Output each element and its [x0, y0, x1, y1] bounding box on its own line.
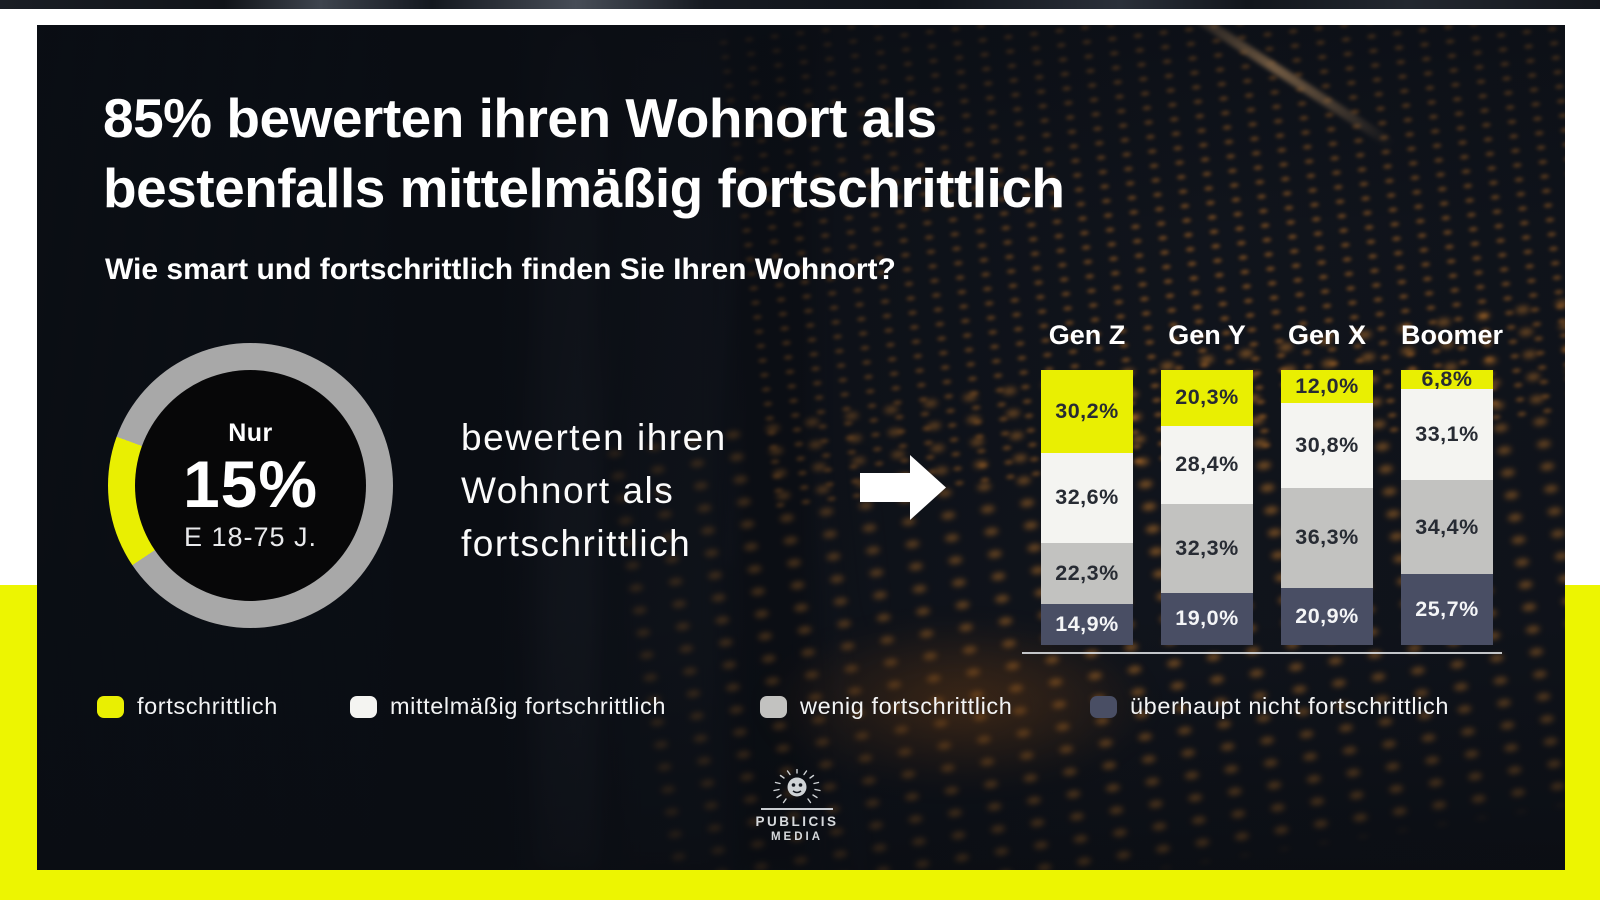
- legend-swatch-mittelmaessig: [350, 695, 377, 718]
- bar-value-label: 19,0%: [1175, 606, 1239, 631]
- bar-value-label: 30,8%: [1295, 432, 1359, 457]
- stacked-bar-gen-x: 12,0% 30,8% 36,3% 20,9%: [1281, 370, 1373, 645]
- logo-sub: MEDIA: [770, 831, 824, 843]
- bar-value-label: 32,6%: [1055, 485, 1119, 510]
- chart-legend: fortschrittlich mittelmäßig fortschrittl…: [37, 693, 1565, 733]
- legend-label: wenig fortschrittlich: [800, 693, 1013, 719]
- bar-segment-mittelmaessig-fortschrittlich: 28,4%: [1161, 425, 1253, 504]
- stacked-bar-boomer: 6,8% 33,1% 34,4% 25,7%: [1401, 367, 1493, 645]
- bar-value-label: 30,2%: [1055, 399, 1119, 424]
- callout-line-3: fortschrittlich: [461, 523, 692, 564]
- category-label: Gen Z: [1048, 320, 1126, 350]
- bar-value-label: 33,1%: [1415, 421, 1479, 446]
- donut-prefix-label: Nur: [228, 418, 273, 447]
- callout-text: bewerten ihren Wohnort als fortschrittli…: [461, 411, 727, 570]
- legend-swatch-ueberhaupt-nicht: [1090, 695, 1117, 718]
- publicis-lion-icon: [773, 769, 821, 804]
- donut-chart: Nur 15% E 18-75 J.: [108, 343, 393, 628]
- bar-value-label: 22,3%: [1055, 560, 1119, 585]
- survey-question: Wie smart und fortschrittlich finden Sie…: [105, 253, 896, 286]
- background-photo: 85% bewerten ihren Wohnort als bestenfal…: [37, 25, 1565, 870]
- callout-line-2: Wohnort als: [461, 470, 675, 511]
- logo-divider: [761, 808, 833, 810]
- bar-segment-mittelmaessig-fortschrittlich: 33,1%: [1401, 388, 1493, 480]
- bar-segment-mittelmaessig-fortschrittlich: 32,6%: [1041, 453, 1133, 543]
- stacked-bar-gen-z: 30,2% 32,6% 22,3% 14,9%: [1041, 370, 1133, 645]
- stacked-bar-gen-y: 20,3% 28,4% 32,3% 19,0%: [1161, 370, 1253, 645]
- bar-value-label: 14,9%: [1055, 611, 1119, 636]
- title-line-2: bestenfalls mittelmäßig fortschrittlich: [103, 157, 1065, 219]
- bar-value-label: 20,3%: [1175, 385, 1239, 410]
- legend-item-wenig: wenig fortschrittlich: [760, 693, 1012, 720]
- legend-swatch-fortschrittlich: [97, 695, 124, 718]
- bar-value-label: 25,7%: [1415, 597, 1479, 622]
- bar-segment-wenig-fortschrittlich: 36,3%: [1281, 487, 1373, 588]
- donut-center: Nur 15% E 18-75 J.: [135, 370, 366, 601]
- bar-value-label: 28,4%: [1175, 452, 1239, 477]
- bar-segment-ueberhaupt-nicht-fortschrittlich: 19,0%: [1161, 592, 1253, 645]
- bar-segment-fortschrittlich: 12,0%: [1281, 370, 1373, 403]
- bar-segment-wenig-fortschrittlich: 32,3%: [1161, 503, 1253, 593]
- chart-baseline: [1022, 652, 1502, 654]
- category-label: Gen X: [1287, 320, 1367, 350]
- bar-segment-fortschrittlich: 30,2%: [1041, 370, 1133, 454]
- legend-item-mittelmaessig: mittelmäßig fortschrittlich: [350, 693, 666, 720]
- bar-segment-ueberhaupt-nicht-fortschrittlich: 20,9%: [1281, 587, 1373, 645]
- right-arrow-icon: [860, 455, 946, 520]
- legend-item-ueberhaupt-nicht: überhaupt nicht fortschrittlich: [1090, 693, 1449, 720]
- page-title: 85% bewerten ihren Wohnort als bestenfal…: [103, 83, 1065, 223]
- legend-label: mittelmäßig fortschrittlich: [390, 693, 667, 719]
- category-label: Boomer: [1401, 320, 1504, 350]
- bar-segment-fortschrittlich: 20,3%: [1161, 370, 1253, 426]
- legend-label: überhaupt nicht fortschrittlich: [1130, 693, 1450, 719]
- donut-age-range: E 18-75 J.: [183, 521, 318, 552]
- category-label: Gen Y: [1168, 320, 1246, 350]
- bar-segment-ueberhaupt-nicht-fortschrittlich: 14,9%: [1041, 604, 1133, 645]
- bar-value-label: 20,9%: [1295, 603, 1359, 628]
- logo-name: PUBLICIS: [755, 814, 839, 829]
- legend-swatch-wenig: [760, 695, 787, 718]
- chart-bars: 30,2% 32,6% 22,3% 14,9% 20,3% 28,4% 32,3% 19,0%…: [1041, 367, 1493, 645]
- publicis-media-logo: PUBLICIS MEDIA: [722, 769, 872, 843]
- bar-value-label: 32,3%: [1175, 535, 1239, 560]
- title-line-1: 85% bewerten ihren Wohnort als: [103, 87, 937, 149]
- bar-segment-wenig-fortschrittlich: 22,3%: [1041, 542, 1133, 604]
- bar-segment-ueberhaupt-nicht-fortschrittlich: 25,7%: [1401, 574, 1493, 645]
- bar-value-label: 36,3%: [1295, 525, 1359, 550]
- bar-value-label: 34,4%: [1415, 514, 1479, 539]
- bar-segment-wenig-fortschrittlich: 34,4%: [1401, 479, 1493, 575]
- photo-top-edge-strip: [0, 0, 1600, 9]
- bar-value-label: 12,0%: [1295, 374, 1359, 398]
- bar-segment-mittelmaessig-fortschrittlich: 30,8%: [1281, 403, 1373, 488]
- donut-value: 15%: [182, 446, 319, 521]
- bar-segment-fortschrittlich: 6,8%: [1401, 367, 1493, 391]
- chart-category-row: Gen Z Gen Y Gen X Boomer: [1041, 320, 1504, 351]
- legend-label: fortschrittlich: [137, 693, 278, 719]
- callout-line-1: bewerten ihren: [461, 417, 727, 458]
- legend-item-fortschrittlich: fortschrittlich: [97, 693, 278, 720]
